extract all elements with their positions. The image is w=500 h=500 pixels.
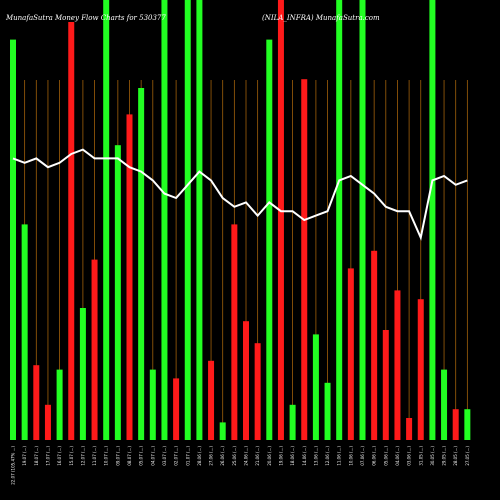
x-tick-label: 10.06 (...) [348, 446, 353, 466]
x-tick-label: 07.06 (...) [360, 446, 365, 466]
x-tick-label: 10.07 (...) [104, 446, 109, 466]
chart-subtitle: (NILA_INFRA) MunafaSutra.com [262, 14, 380, 22]
bar [21, 224, 28, 440]
bar [44, 404, 51, 440]
bar [219, 422, 226, 440]
x-tick-label: 11.07 (...) [92, 446, 97, 466]
bar [289, 404, 296, 440]
x-tick-label: 27.06 (...) [209, 446, 214, 466]
bar [114, 145, 121, 440]
bar [277, 0, 284, 440]
bar [301, 79, 308, 440]
bar [138, 88, 145, 440]
x-tick-label: 11.06 (...) [337, 446, 342, 466]
x-tick-label: 18.06 (...) [290, 446, 295, 466]
bar [208, 360, 215, 440]
bar [336, 0, 343, 440]
x-tick-label: 13.06 (...) [313, 446, 318, 466]
bar [196, 0, 203, 440]
bar [417, 299, 424, 440]
bar [254, 343, 261, 440]
x-tick-label: 16.07 (...) [57, 446, 62, 466]
bar [359, 0, 366, 440]
x-tick-label: 18.07 (...) [34, 446, 39, 466]
x-tick-label: 19.07 (...) [22, 446, 27, 466]
bar [243, 321, 249, 440]
bar [324, 382, 331, 440]
bar [429, 0, 436, 440]
chart-title: MunafaSutra Money Flow Charts for 530377 [5, 14, 166, 22]
x-tick-label: 26.06 (...) [220, 446, 225, 466]
x-tick-label: 03.07 (...) [162, 446, 167, 466]
bar [126, 114, 133, 441]
x-tick-label: 12.07 (...) [80, 446, 85, 466]
x-tick-label: 04.06 (...) [395, 446, 400, 466]
bar [452, 409, 459, 440]
x-tick-label: 08.07 (...) [127, 446, 132, 466]
bar [79, 308, 86, 440]
x-tick-label: 15.07 (...) [69, 446, 74, 466]
x-tick-label: 01.07 (...) [185, 446, 190, 466]
x-tick-label: 19.06 (...) [278, 446, 283, 466]
bar [406, 418, 413, 440]
x-tick-label: 25.06 (...) [232, 446, 237, 466]
x-tick-label: 09.07 (...) [115, 446, 120, 466]
x-tick-labels: 22.07 (105.47% ...) 19.07 (...) 18.07 (...… [11, 446, 470, 485]
x-tick-label: 06.06 (...) [372, 446, 377, 466]
bar [371, 250, 378, 440]
bar [103, 0, 110, 440]
bar [347, 268, 354, 440]
bar [91, 259, 98, 440]
x-tick-label: 17.07 (...) [45, 446, 50, 466]
x-tick-label: 05.07 (...) [139, 446, 144, 466]
bar [312, 334, 319, 440]
x-tick-label: 04.07 (...) [150, 446, 155, 466]
bar [33, 365, 40, 440]
x-tick-label: 28.05 (...) [453, 446, 458, 466]
x-tick-label: 30.05 (...) [430, 446, 435, 466]
bar [56, 369, 63, 440]
x-tick-label: 05.06 (...) [383, 446, 388, 466]
x-tick-label: 31.05 (...) [418, 446, 423, 466]
x-tick-label: 22.07 (105.47% ...) [11, 446, 16, 485]
bar [266, 39, 273, 440]
bar [464, 409, 471, 440]
bar [441, 369, 448, 440]
bar [68, 22, 75, 440]
bar [149, 369, 156, 440]
x-tick-label: 14.06 (...) [302, 446, 307, 466]
bar [382, 330, 389, 440]
bar [184, 0, 191, 440]
x-tick-label: 02.07 (...) [174, 446, 179, 466]
bar [231, 224, 238, 440]
x-tick-label: 20.06 (...) [267, 446, 272, 466]
x-tick-label: 12.06 (...) [325, 446, 330, 466]
x-tick-label: 29.05 (...) [442, 446, 447, 466]
bar [161, 0, 168, 440]
x-tick-label: 03.06 (...) [407, 446, 412, 466]
bar [173, 378, 180, 440]
x-tick-label: 28.06 (...) [197, 446, 202, 466]
x-tick-label: 21.06 (...) [255, 446, 260, 466]
money-flow-line [12, 148, 468, 241]
x-tick-label: 27.05 (...) [465, 446, 470, 466]
bar [10, 39, 16, 440]
bar [394, 290, 401, 440]
bar-series [10, 0, 471, 441]
x-tick-label: 24.06 (...) [244, 446, 249, 466]
